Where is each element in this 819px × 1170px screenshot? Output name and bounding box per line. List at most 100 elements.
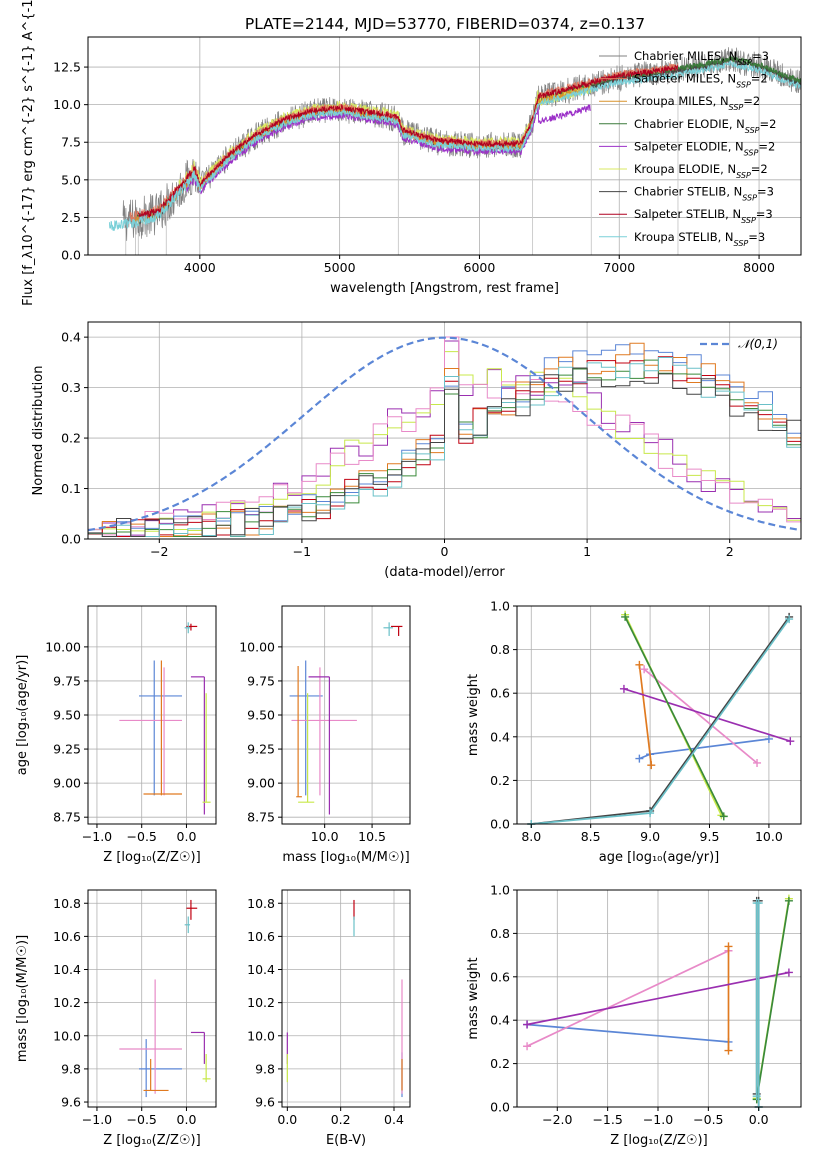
tick-label-y: 0.0 xyxy=(61,248,81,263)
weight-marker xyxy=(621,612,630,621)
weight-marker xyxy=(752,1092,761,1101)
weight-marker xyxy=(724,942,733,951)
spectrum-legend: Chabrier MILES, NSSP=3 Salpeter MILES, NS… xyxy=(599,49,776,247)
histogram-line xyxy=(88,367,801,537)
weight-series-line xyxy=(624,616,725,817)
mass_vs_Z-grid xyxy=(88,890,216,1107)
tick-label-x: 4000 xyxy=(184,260,216,275)
tick-label-y: 0.3 xyxy=(61,380,81,395)
weight_vs_age-grid xyxy=(517,605,801,825)
weight-marker xyxy=(619,684,628,693)
tick-label-x: −2 xyxy=(150,544,168,559)
tick-label-y: 9.25 xyxy=(247,742,275,757)
age_vs_Z-grid xyxy=(88,606,216,824)
tick-label-y: 0.0 xyxy=(490,817,510,832)
y-axis-label: Flux [f_λ10^{-17} erg cm^{-2} s^{-1} A^{… xyxy=(21,0,36,306)
tick-label-x: 6000 xyxy=(464,260,496,275)
weight_vs_Z-series xyxy=(523,894,793,1111)
x-axis-label: Z [log₁₀(Z/Z☉)] xyxy=(103,850,200,865)
spectrum-series-line xyxy=(185,104,592,195)
legend-entry: Salpeter ELODIE, NSSP=2 xyxy=(634,139,775,157)
residuals-panel: 𝒩(0,1) −2 −1 0 1 2 0.0 0.1 0.2 0.3 0.4 (data-model)… xyxy=(31,321,802,580)
tick-label-x: 2 xyxy=(726,544,734,559)
tick-label-y: 0.8 xyxy=(490,642,510,657)
weight-marker xyxy=(635,660,644,669)
tick-label-x: −2.0 xyxy=(542,1112,572,1127)
mass_vs_EBV-grid xyxy=(282,890,410,1107)
errorbar-point xyxy=(202,1053,211,1083)
tick-label-x: 0.4 xyxy=(384,1112,404,1127)
weight-marker xyxy=(646,809,655,818)
tick-label-y: 9.75 xyxy=(53,673,81,688)
tick-label-y: 7.5 xyxy=(61,135,81,150)
tick-label-y: 10.8 xyxy=(247,896,275,911)
tick-label-x: 10.0 xyxy=(311,829,339,844)
x-axis-label: age [log₁₀(age/yr)] xyxy=(599,850,720,865)
x-axis-label: Z [log₁₀(Z/Z☉)] xyxy=(610,1133,707,1148)
tick-label-y: 9.00 xyxy=(247,776,275,791)
weight-marker xyxy=(635,754,644,763)
legend-entry: Kroupa MILES, NSSP=2 xyxy=(634,94,760,112)
tick-label-x: −0.5 xyxy=(127,1112,157,1127)
tick-label-y: 0.4 xyxy=(61,330,81,345)
weight-marker xyxy=(785,615,794,624)
tick-label-x: 8.0 xyxy=(521,829,541,844)
tick-label-y: 9.25 xyxy=(53,742,81,757)
tick-label-y: 10.4 xyxy=(247,962,275,977)
age_vs_Z-points xyxy=(119,622,211,815)
tick-label-x: 10.5 xyxy=(358,829,386,844)
x-axis-label: Z [log₁₀(Z/Z☉)] xyxy=(103,1133,200,1148)
errorbar-point xyxy=(190,676,205,815)
tick-label-x: 9.0 xyxy=(640,829,660,844)
tick-label-y: 10.00 xyxy=(45,639,81,654)
tick-label-y: 9.50 xyxy=(53,708,81,723)
errorbar-point xyxy=(143,660,182,796)
tick-label-y: 9.8 xyxy=(255,1061,275,1076)
x-axis-label: E(B-V) xyxy=(326,1133,366,1148)
gaussian-legend-label: 𝒩(0,1) xyxy=(738,337,778,351)
weight-marker xyxy=(754,899,763,908)
tick-label-y: 10.6 xyxy=(53,929,81,944)
weight-series-line xyxy=(526,971,790,1026)
panels: Chabrier MILES, NSSP=3 Salpeter MILES, NS… xyxy=(15,0,802,1148)
errorbar-point xyxy=(139,660,182,796)
tick-label-y: 1.0 xyxy=(490,599,510,614)
tick-label-y: 0.4 xyxy=(490,1013,510,1028)
tick-label-y: 10.00 xyxy=(239,639,275,654)
weight-marker xyxy=(784,896,793,905)
x-axis-label: mass [log₁₀(M/M☉)] xyxy=(282,850,409,865)
errorbar-point xyxy=(308,676,331,815)
spectrum-series-line xyxy=(137,64,679,221)
tick-label-x: −1.0 xyxy=(643,1112,673,1127)
weight_vs_age-panel: 8.0 8.5 9.0 9.5 10.0 0.0 0.2 0.4 0.6 0.8 1.0 age [l… xyxy=(466,599,802,865)
legend-entry: Salpeter STELIB, NSSP=3 xyxy=(634,207,773,225)
tick-label-y: 2.5 xyxy=(61,210,81,225)
tick-label-x: 0.0 xyxy=(749,1112,769,1127)
spectrum-series-line xyxy=(108,60,801,231)
x-axis-label: (data-model)/error xyxy=(384,565,505,580)
errorbar-point xyxy=(296,665,302,798)
tick-label-y: 5.0 xyxy=(61,172,81,187)
y-axis-label: age [log₁₀(age/yr)] xyxy=(15,655,30,776)
tick-label-y: 0.2 xyxy=(490,1056,510,1071)
tick-label-x: −0.5 xyxy=(127,829,157,844)
weight_vs_Z-panel: −2.0 −1.5 −1.0 −0.5 0.0 0.0 0.2 0.4 0.6 0.8 1.0 Z [… xyxy=(466,883,802,1148)
age_vs_mass-panel: 10.0 10.5 8.75 9.00 9.25 9.50 9.75 10.00 mass [l… xyxy=(239,605,411,865)
weight-marker xyxy=(640,665,649,674)
tick-label-x: 0.0 xyxy=(177,1112,197,1127)
errorbar-point xyxy=(139,1039,182,1098)
tick-label-y: 9.75 xyxy=(247,673,275,688)
tick-label-y: 10.0 xyxy=(53,97,81,112)
weight-series-line xyxy=(755,900,790,1100)
errorbar-point xyxy=(184,916,191,934)
errorbar-point xyxy=(186,899,198,920)
errorbar-point xyxy=(190,1031,205,1064)
weight_vs_age-series xyxy=(527,610,795,828)
weight-marker xyxy=(724,1046,733,1055)
mass_vs_EBV-points xyxy=(286,899,403,1098)
weight-series-line xyxy=(623,687,791,743)
legend-entry: Chabrier MILES, NSSP=3 xyxy=(634,49,769,67)
mass_vs_Z-points xyxy=(119,899,211,1098)
tick-label-y: 10.0 xyxy=(53,1028,81,1043)
